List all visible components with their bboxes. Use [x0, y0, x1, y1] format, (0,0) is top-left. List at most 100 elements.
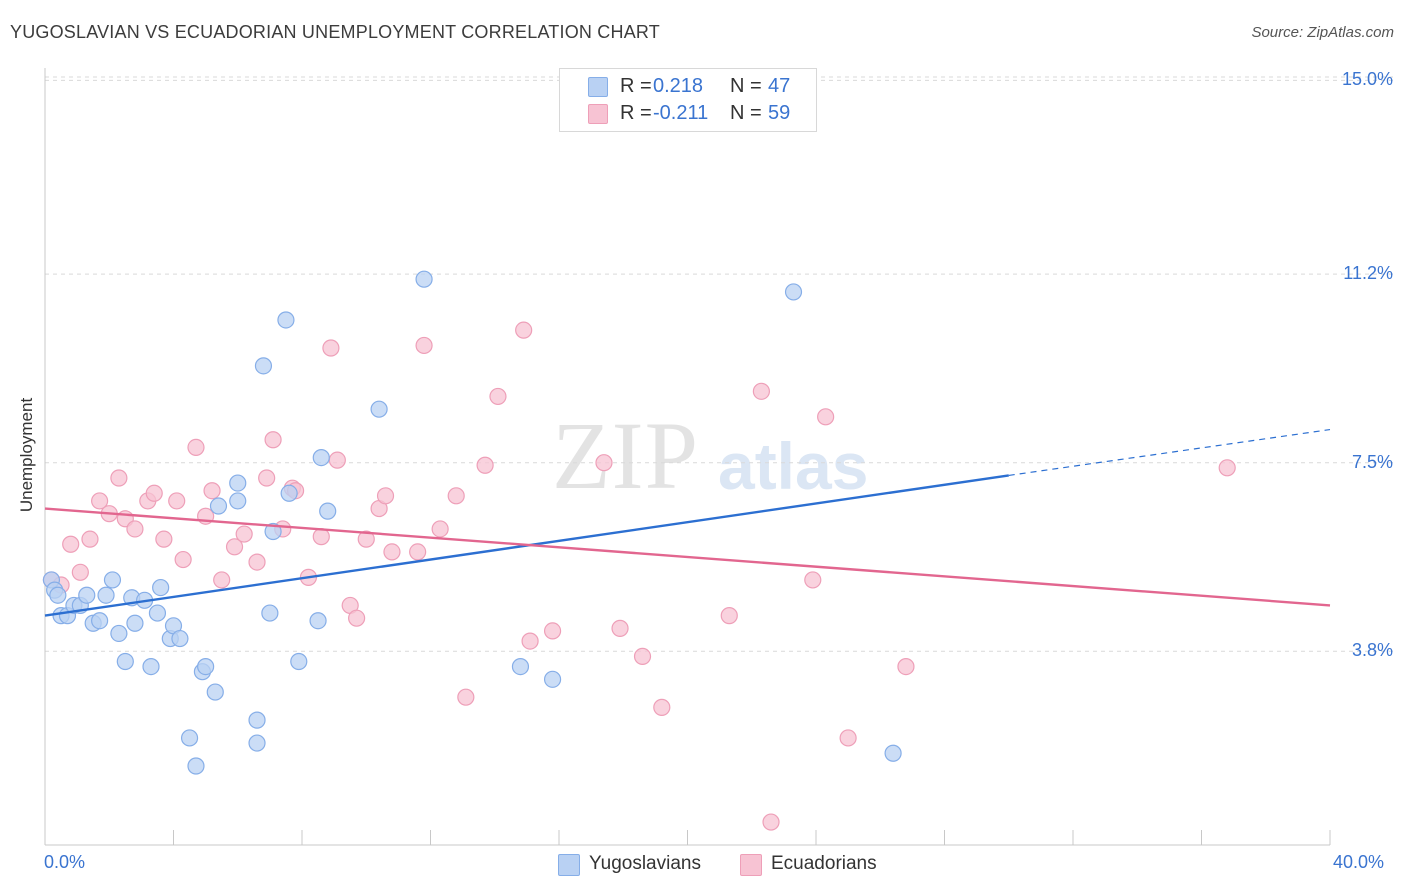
- ecuadorian-point: [720, 607, 738, 625]
- yugoslavian-point: [197, 657, 215, 676]
- yugoslavian-point: [229, 474, 247, 492]
- legend-n-label: N =: [730, 75, 762, 97]
- series-legend-label: Yugoslavians: [589, 853, 701, 874]
- yugoslavian-point: [248, 711, 266, 729]
- y-tick-label: 7.5%: [1351, 451, 1393, 472]
- ecuadorian-point: [126, 520, 144, 538]
- yugoslavian-point: [264, 522, 282, 541]
- legend-r-label: R =: [620, 75, 652, 97]
- yugoslavian-point: [206, 683, 224, 701]
- yugoslavian-point: [78, 586, 96, 604]
- yugoslavian-point: [248, 734, 266, 752]
- x-tick-label-max: 40.0%: [1333, 852, 1385, 872]
- watermark-atlas: atlas: [718, 429, 869, 503]
- yugoslavian-point: [152, 578, 170, 597]
- yugoslavian-point: [97, 586, 115, 604]
- ecuadorian-point: [248, 553, 266, 571]
- ecuadorian-point: [91, 492, 109, 510]
- ecuadorian-point: [1218, 459, 1236, 477]
- yugoslavian-point: [49, 586, 67, 604]
- yugoslavian-point: [277, 311, 295, 329]
- ecuadorian-point: [62, 535, 80, 553]
- legend-swatch-pink: [740, 854, 762, 876]
- series-legend-label: Ecuadorians: [771, 853, 877, 874]
- ecuadorian-point: [595, 454, 613, 472]
- ecuadorian-point: [521, 632, 539, 650]
- y-tick-label: 15.0%: [1341, 69, 1393, 90]
- y-tick-label: 3.8%: [1351, 640, 1393, 661]
- ecuadorian-point: [225, 538, 244, 556]
- legend-swatch-pink: [588, 104, 608, 124]
- ecuadorian-point: [235, 525, 253, 543]
- ecuadorian-point: [348, 609, 366, 627]
- x-tick-label-min: 0.0%: [44, 852, 86, 872]
- ecuadorian-point: [543, 622, 562, 640]
- ecuadorian-point: [81, 530, 99, 548]
- yugoslavian-trend-extension: [1008, 428, 1331, 477]
- ecuadorian-point: [415, 336, 433, 355]
- ecuadorian-point: [213, 571, 231, 589]
- ecuadorian-point: [762, 813, 780, 831]
- yugoslavian-point: [142, 657, 160, 676]
- yugoslavian-point: [309, 612, 327, 630]
- yugoslavian-point: [103, 571, 122, 589]
- ecuadorian-point: [357, 530, 375, 548]
- yugoslavian-point: [415, 270, 433, 288]
- yugoslavian-point: [116, 652, 134, 671]
- ecuadorian-point: [145, 484, 163, 502]
- ecuadorian-point: [752, 382, 770, 400]
- watermark-zip: ZIP: [552, 402, 699, 509]
- ecuadorian-point: [187, 438, 205, 457]
- legend-n-value: 47: [768, 75, 791, 97]
- ecuadorian-point: [476, 456, 494, 474]
- yugoslavian-point: [229, 492, 247, 510]
- yugoslavian-point: [91, 612, 109, 630]
- y-tick-label: 11.2%: [1343, 263, 1393, 284]
- ecuadorian-point: [409, 543, 427, 561]
- legend-r-label: R =: [620, 102, 652, 124]
- yugoslavian-point: [126, 614, 144, 632]
- ecuadorian-point: [431, 520, 449, 538]
- ecuadorian-point: [447, 487, 465, 505]
- yugoslavian-point: [261, 604, 279, 622]
- yugoslavian-point: [370, 400, 388, 418]
- ecuadorian-point: [155, 530, 173, 548]
- legend-row-ecuadorians: R = -0.211 N = 59: [560, 100, 816, 126]
- legend-swatch-blue: [558, 854, 580, 876]
- yugoslavian-point: [319, 502, 337, 520]
- yugoslavian-point: [209, 497, 228, 515]
- ecuadorian-point: [817, 408, 835, 426]
- ecuadorian-point: [328, 451, 346, 469]
- ecuadorian-point: [611, 619, 629, 637]
- yugoslavian-point: [171, 629, 189, 648]
- ecuadorian-point: [489, 387, 507, 406]
- chart-title: YUGOSLAVIAN VS ECUADORIAN UNEMPLOYMENT C…: [10, 22, 660, 42]
- ecuadorian-point: [897, 657, 915, 676]
- ecuadorian-point: [264, 431, 282, 449]
- ecuadorian-point: [383, 543, 401, 561]
- ecuadorian-point: [110, 469, 128, 487]
- ecuadorian-point: [515, 321, 533, 339]
- yugoslavian-point: [148, 604, 167, 622]
- yugoslavian-point: [511, 657, 530, 676]
- ecuadorian-point: [457, 688, 475, 706]
- yugoslavian-point: [187, 757, 205, 775]
- ecuadorian-point: [376, 487, 395, 505]
- yugoslavian-point: [110, 624, 128, 643]
- ecuadorian-point: [322, 339, 340, 357]
- ecuadorian-trend-line: [44, 507, 1331, 607]
- yugoslavian-point: [312, 448, 330, 467]
- source-label: Source: ZipAtlas.com: [1251, 24, 1394, 41]
- yugoslavian-point: [290, 652, 308, 671]
- ecuadorian-point: [168, 492, 186, 510]
- correlation-legend: R = 0.218 N = 47 R = -0.211 N = 59: [559, 68, 817, 132]
- ecuadorian-point: [71, 563, 89, 581]
- yugoslavian-point: [784, 283, 803, 301]
- ecuadorian-point: [258, 469, 276, 487]
- ecuadorian-point: [174, 550, 192, 569]
- legend-r-value: 0.218: [653, 75, 704, 97]
- yugoslavian-point: [280, 484, 298, 502]
- yugoslavian-point: [180, 729, 199, 747]
- ecuadorian-point: [633, 647, 652, 665]
